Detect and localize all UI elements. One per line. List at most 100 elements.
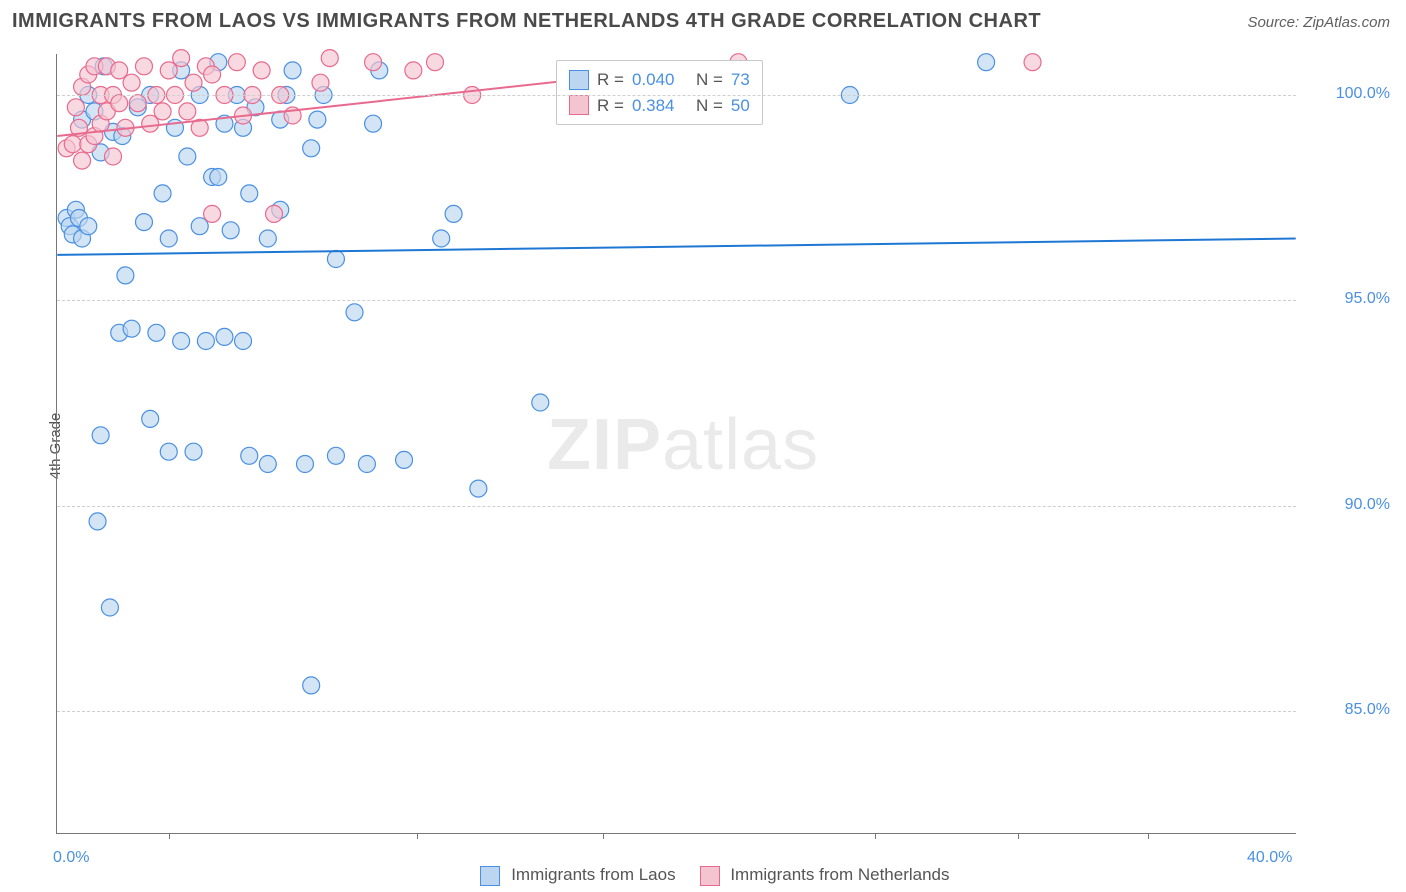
x-tick-label: 40.0% (1247, 849, 1292, 867)
gridline (57, 95, 1296, 96)
y-tick-label: 85.0% (1304, 701, 1390, 719)
data-point-netherlands (204, 205, 221, 222)
legend-r-value: 0.384 (632, 93, 688, 119)
data-point-netherlands (228, 54, 245, 71)
legend-row-laos: R = 0.040 N = 73 (569, 67, 750, 93)
data-point-laos (978, 54, 995, 71)
x-tick-label: 0.0% (53, 849, 89, 867)
x-tick-mark (169, 833, 170, 839)
data-point-laos (135, 214, 152, 231)
data-point-netherlands (173, 50, 190, 67)
data-point-laos (284, 62, 301, 79)
data-point-netherlands (64, 136, 81, 153)
bottom-legend-swatch-laos (480, 866, 500, 886)
data-point-laos (346, 304, 363, 321)
data-point-laos (173, 333, 190, 350)
legend-r-label: R = (597, 93, 624, 119)
data-point-laos (259, 456, 276, 473)
data-point-laos (445, 205, 462, 222)
data-point-netherlands (1024, 54, 1041, 71)
legend-swatch-netherlands (569, 95, 589, 115)
legend-row-netherlands: R = 0.384 N = 50 (569, 93, 750, 119)
x-tick-mark (1018, 833, 1019, 839)
data-point-netherlands (204, 66, 221, 83)
legend-n-value: 73 (731, 67, 750, 93)
gridline (57, 506, 1296, 507)
data-point-netherlands (266, 205, 283, 222)
data-point-netherlands (179, 103, 196, 120)
data-point-laos (185, 443, 202, 460)
data-point-laos (309, 111, 326, 128)
data-point-laos (327, 447, 344, 464)
data-point-laos (470, 480, 487, 497)
data-point-laos (241, 447, 258, 464)
data-point-laos (89, 513, 106, 530)
x-tick-mark (417, 833, 418, 839)
legend-n-label: N = (696, 93, 723, 119)
data-point-netherlands (74, 152, 91, 169)
data-point-netherlands (123, 74, 140, 91)
data-point-netherlands (321, 50, 338, 67)
data-point-netherlands (105, 148, 122, 165)
data-point-laos (160, 443, 177, 460)
data-point-laos (179, 148, 196, 165)
data-point-laos (365, 115, 382, 132)
data-point-laos (222, 222, 239, 239)
data-point-laos (148, 324, 165, 341)
gridline (57, 711, 1296, 712)
data-point-laos (216, 328, 233, 345)
data-point-laos (327, 251, 344, 268)
legend-r-label: R = (597, 67, 624, 93)
correlation-legend: R = 0.040 N = 73 R = 0.384 N = 50 (556, 60, 763, 125)
data-point-netherlands (135, 58, 152, 75)
gridline (57, 300, 1296, 301)
plot-area: ZIPatlas R =0.040N =73R =0.384N =50 85.0… (56, 54, 1296, 834)
legend-n-label: N = (696, 67, 723, 93)
data-point-netherlands (312, 74, 329, 91)
x-tick-mark (875, 833, 876, 839)
source-attribution: Source: ZipAtlas.com (1247, 14, 1390, 31)
data-point-laos (433, 230, 450, 247)
data-point-netherlands (129, 95, 146, 112)
data-point-laos (197, 333, 214, 350)
data-point-laos (142, 410, 159, 427)
data-point-laos (210, 169, 227, 186)
data-point-laos (303, 140, 320, 157)
data-point-laos (296, 456, 313, 473)
data-point-laos (80, 218, 97, 235)
legend-r-value: 0.040 (632, 67, 688, 93)
data-point-laos (303, 677, 320, 694)
data-point-laos (532, 394, 549, 411)
data-point-laos (117, 267, 134, 284)
data-point-laos (123, 320, 140, 337)
data-point-laos (92, 427, 109, 444)
bottom-legend-swatch-netherlands (700, 866, 720, 886)
data-point-netherlands (365, 54, 382, 71)
data-point-laos (358, 456, 375, 473)
legend-n-value: 50 (731, 93, 750, 119)
y-tick-label: 100.0% (1304, 85, 1390, 103)
bottom-legend-label-laos: Immigrants from Laos (506, 865, 675, 884)
chart-title: IMMIGRANTS FROM LAOS VS IMMIGRANTS FROM … (12, 10, 1041, 33)
data-point-laos (235, 333, 252, 350)
trendline-laos (57, 239, 1295, 255)
data-point-netherlands (111, 95, 128, 112)
legend-swatch-laos (569, 70, 589, 90)
chart-svg (57, 54, 1296, 833)
data-point-netherlands (405, 62, 422, 79)
data-point-netherlands (185, 74, 202, 91)
data-point-laos (154, 185, 171, 202)
series-legend: Immigrants from Laos Immigrants from Net… (0, 865, 1406, 886)
data-point-laos (160, 230, 177, 247)
data-point-laos (101, 599, 118, 616)
y-tick-label: 90.0% (1304, 496, 1390, 514)
data-point-netherlands (154, 103, 171, 120)
y-tick-label: 95.0% (1304, 290, 1390, 308)
data-point-laos (396, 451, 413, 468)
data-point-laos (241, 185, 258, 202)
data-point-netherlands (253, 62, 270, 79)
data-point-laos (259, 230, 276, 247)
x-tick-mark (1148, 833, 1149, 839)
data-point-netherlands (427, 54, 444, 71)
x-tick-mark (603, 833, 604, 839)
